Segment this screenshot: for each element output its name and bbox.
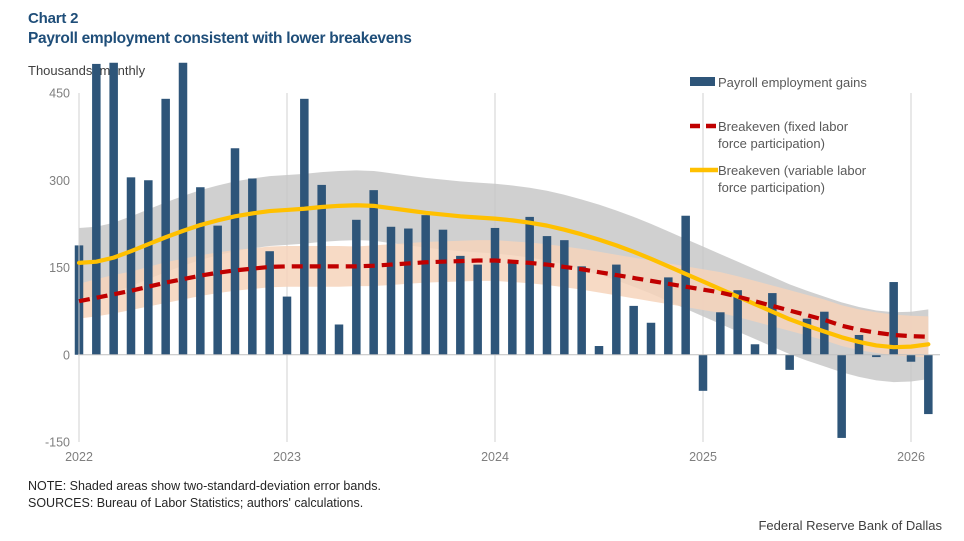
- error-band-variable-participation: [79, 170, 929, 383]
- bar-payroll-employment: [265, 251, 274, 355]
- bar-payroll-employment: [802, 318, 812, 355]
- bar-payroll-employment: [196, 187, 205, 355]
- bar-payroll-employment: [178, 62, 188, 355]
- bar-payroll-employment: [664, 277, 673, 355]
- bar-payroll-employment: [681, 215, 690, 355]
- bar-payroll-employment: [698, 354, 708, 391]
- bar-payroll-employment: [525, 216, 534, 355]
- bar-payroll-employment: [404, 228, 413, 355]
- legend-label-breakeven-fixed-line1: Breakeven (fixed labor: [718, 119, 849, 134]
- line-breakeven-fixed-participation: [78, 258, 929, 339]
- bar-payroll-employment: [386, 226, 396, 355]
- bar-payroll-employment: [768, 293, 777, 355]
- page-title: Payroll employment consistent with lower…: [28, 30, 412, 47]
- bar-payroll-employment: [161, 98, 170, 355]
- bar-payroll-employment: [352, 219, 361, 355]
- bar-payroll-employment: [924, 354, 933, 415]
- y-axis-tick-label: -150: [45, 436, 70, 450]
- bar-payroll-employment: [92, 63, 101, 355]
- legend-swatch-payroll-bar: [690, 77, 715, 86]
- x-axis-tick-label: 2025: [689, 450, 717, 464]
- bar-payroll-employment: [785, 354, 794, 370]
- legend-label-breakeven-fixed-line2: force participation): [718, 136, 825, 151]
- bar-payroll-employment: [109, 62, 118, 355]
- chart-legend: Payroll employment gains Breakeven (fixed…: [690, 75, 867, 195]
- bar-payroll-employment: [490, 227, 500, 355]
- legend-label-payroll-gains: Payroll employment gains: [718, 75, 867, 90]
- bar-payroll-employment: [282, 296, 292, 355]
- chart-label: Chart 2: [28, 10, 79, 27]
- bar-payroll-employment: [716, 312, 725, 355]
- bar-payroll-employment: [872, 354, 881, 358]
- bar-payroll-employment: [300, 98, 309, 355]
- y-axis-tick-label: 150: [49, 261, 70, 275]
- chart-sources: SOURCES: Bureau of Labor Statistics; aut…: [28, 496, 364, 510]
- bar-payroll-employment: [473, 264, 482, 355]
- legend-label-breakeven-variable-line1: Breakeven (variable labor: [718, 163, 867, 178]
- legend-label-breakeven-variable-line2: force participation): [718, 180, 825, 195]
- bar-payroll-employment: [646, 322, 656, 355]
- y-axis-tick-label: 300: [49, 174, 70, 188]
- bar-payroll-employment: [230, 148, 240, 355]
- bar-payroll-employment: [612, 264, 621, 355]
- chart-note-block: NOTE: Shaded areas show two-standard-dev…: [28, 478, 381, 512]
- bar-payroll-employment: [456, 255, 465, 355]
- y-axis-tick-label: 450: [49, 87, 70, 101]
- bar-payroll-employment: [906, 354, 916, 362]
- bar-payroll-employment: [542, 236, 552, 355]
- bar-payroll-employment: [889, 282, 898, 355]
- bar-payroll-employment: [577, 266, 586, 355]
- bar-payroll-employment: [594, 346, 604, 355]
- bar-payroll-employment: [438, 229, 448, 355]
- institution-credit: Federal Reserve Bank of Dallas: [758, 518, 942, 533]
- x-axis-tick-label: 2026: [897, 450, 925, 464]
- bar-payroll-employment: [837, 354, 846, 438]
- error-band-fixed-participation: [79, 240, 929, 358]
- y-axis-tick-label: 0: [63, 348, 70, 362]
- bar-payroll-employment: [854, 334, 864, 355]
- chart-note: NOTE: Shaded areas show two-standard-dev…: [28, 479, 381, 493]
- bar-payroll-employment: [369, 190, 378, 355]
- bar-payroll-employment: [213, 225, 222, 355]
- x-axis-tick-label: 2023: [273, 450, 301, 464]
- payroll-bars-group: [74, 62, 933, 438]
- bar-payroll-employment: [126, 177, 136, 355]
- bar-payroll-employment: [248, 178, 257, 355]
- bar-payroll-employment: [317, 184, 326, 355]
- line-breakeven-variable-participation: [76, 203, 931, 350]
- bar-payroll-employment: [750, 344, 760, 355]
- bar-payroll-employment: [629, 305, 638, 355]
- bar-payroll-employment: [334, 324, 344, 355]
- bar-payroll-employment: [508, 262, 517, 355]
- x-axis-tick-label: 2022: [65, 450, 93, 464]
- bar-payroll-employment: [144, 180, 153, 355]
- bar-payroll-employment: [421, 215, 430, 355]
- x-axis-tick-label: 2024: [481, 450, 509, 464]
- bar-payroll-employment: [560, 240, 569, 355]
- bar-payroll-employment: [733, 290, 742, 355]
